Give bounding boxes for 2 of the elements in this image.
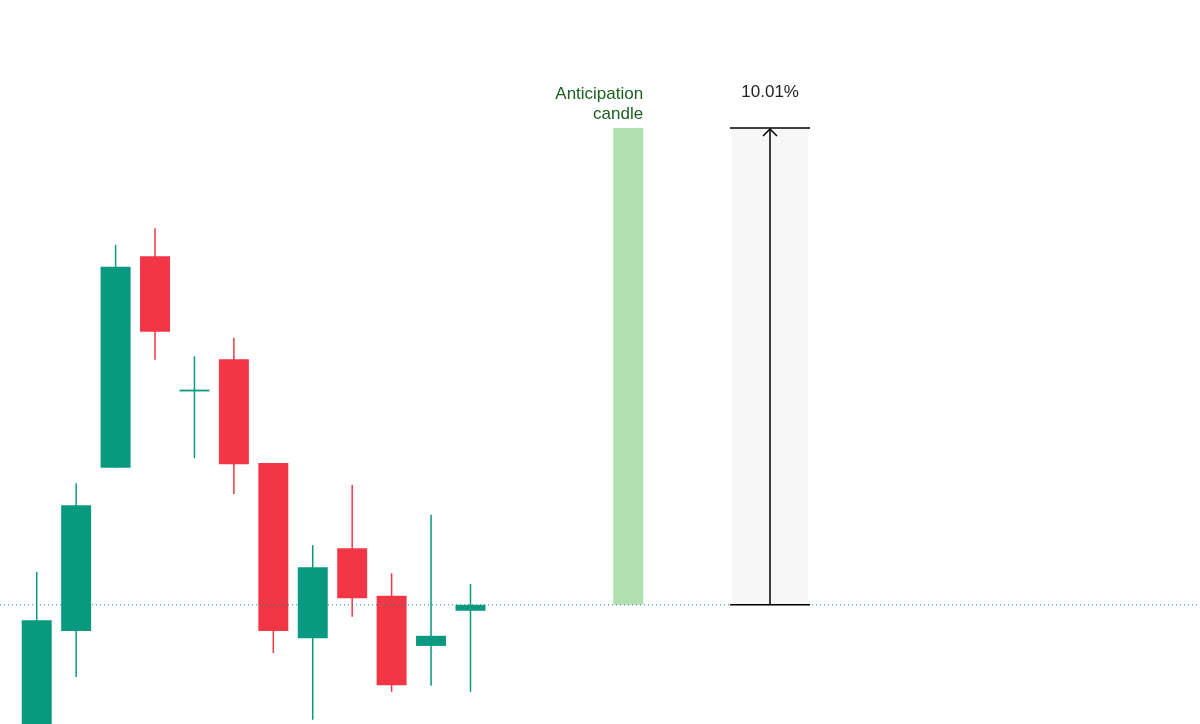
text: 10.01% [740,82,800,102]
text: Anticipation candle [554,84,644,124]
